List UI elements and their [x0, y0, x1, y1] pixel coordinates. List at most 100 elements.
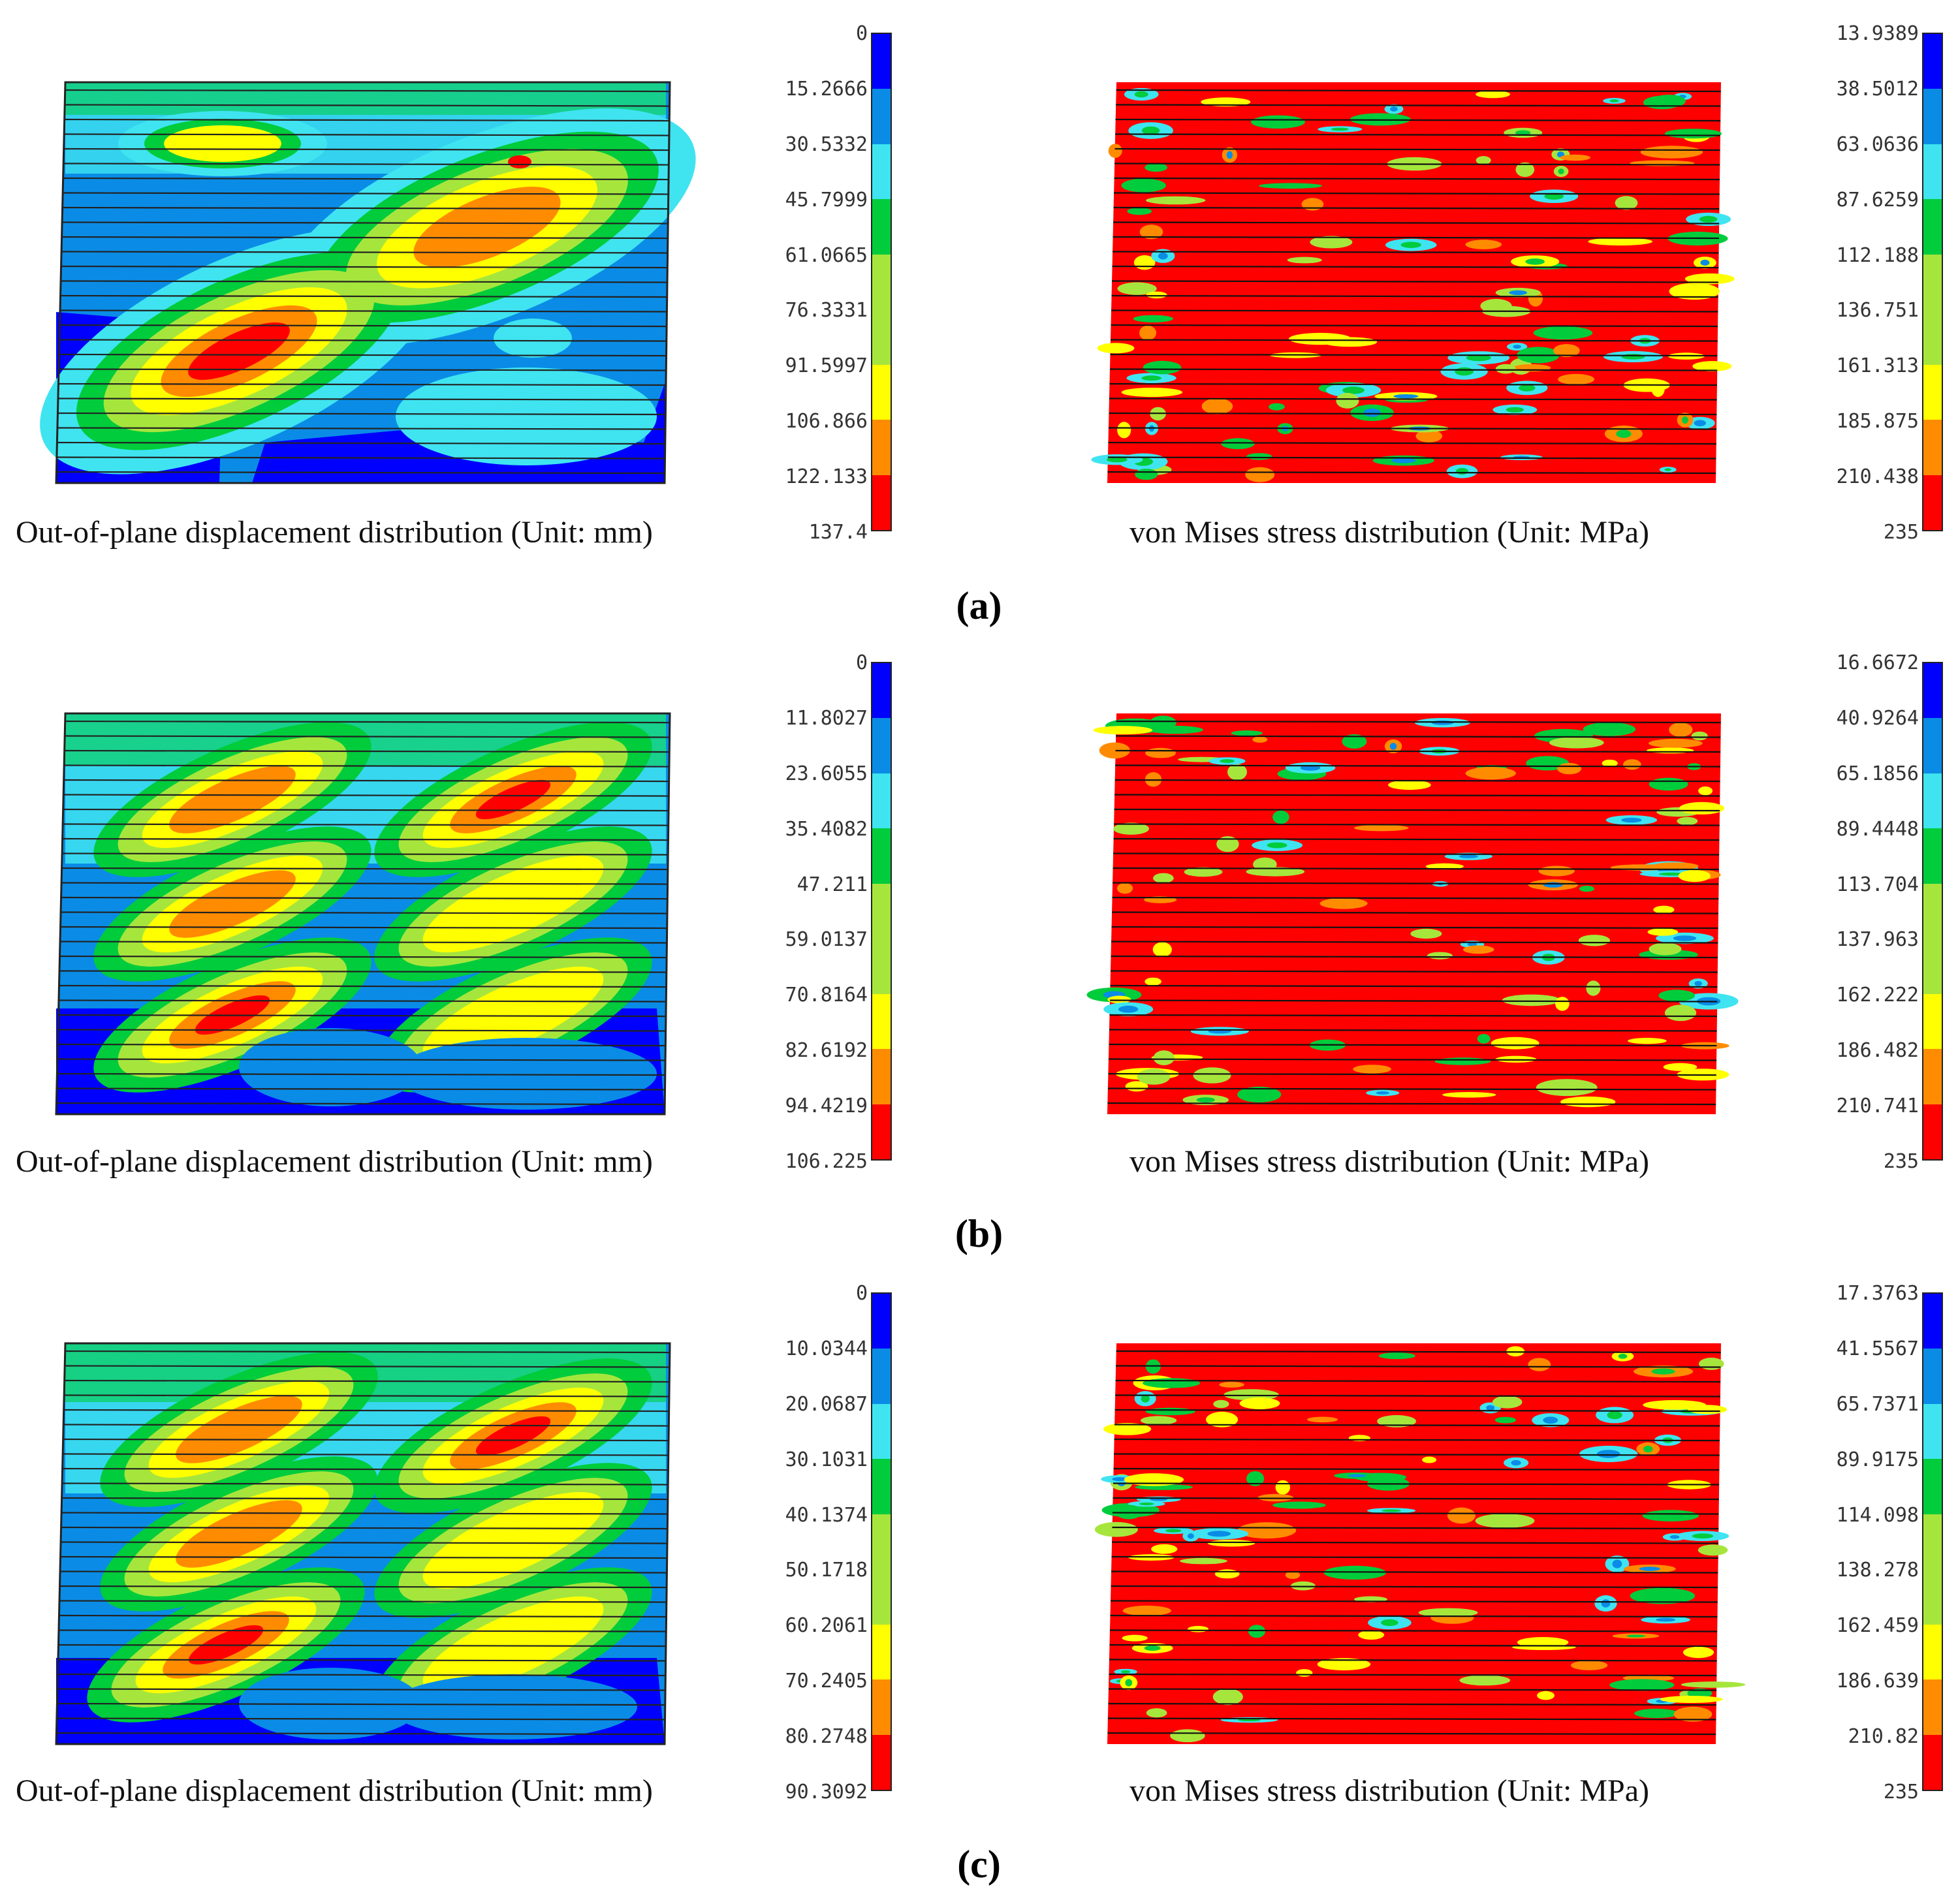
stress-spot — [1649, 777, 1688, 791]
stiffener-line — [1111, 309, 1718, 313]
stress-spot-core — [1390, 106, 1398, 112]
stress-spot-core — [1165, 1529, 1182, 1533]
stress-spot-core — [1618, 1354, 1628, 1359]
stiffener-line — [1115, 749, 1721, 753]
stress-spot — [1141, 1416, 1177, 1425]
displacement-legend-tick: 40.1374 — [785, 1503, 868, 1527]
colorbar-segment — [872, 718, 891, 773]
stress-spot-core — [1158, 252, 1168, 260]
stiffener-line — [65, 1350, 670, 1354]
stress-spot — [1502, 994, 1561, 1007]
stress-spot — [1480, 298, 1512, 313]
stress-spot — [1682, 1646, 1714, 1659]
stiffener-line — [59, 1600, 667, 1603]
stress-spot — [1269, 403, 1285, 411]
stress-spot — [1113, 822, 1149, 835]
stiffener-line — [65, 720, 670, 724]
stress-plot-c — [1094, 1343, 1746, 1744]
colorbar-segment — [872, 1403, 891, 1459]
stiffener-line — [57, 1688, 666, 1691]
colorbar-segment — [872, 1104, 891, 1159]
stiffener-line — [58, 1014, 666, 1018]
displacement-legend-tick: 10.0344 — [785, 1337, 868, 1360]
stress-spot — [1237, 1086, 1282, 1102]
stiffener-line — [57, 1043, 666, 1047]
stress-spot — [1319, 897, 1368, 909]
displacement-legend-tick: 50.1718 — [785, 1559, 868, 1582]
stress-legend-tick: 235 — [1883, 1781, 1919, 1803]
stress-spot — [1143, 1378, 1201, 1388]
stress-spot-core — [1363, 408, 1381, 417]
stress-spot-core — [1141, 126, 1160, 135]
stress-spot-core — [1342, 386, 1365, 394]
stress-spot-core — [1389, 743, 1397, 750]
stress-spot — [1583, 722, 1636, 736]
stress-spot-core — [1544, 193, 1564, 200]
stiffener-line — [1109, 1644, 1717, 1647]
stress-spot — [1307, 1416, 1338, 1423]
stiffener-line — [1115, 764, 1720, 768]
stress-spot-core — [1466, 354, 1491, 362]
stress-spot — [1322, 337, 1378, 347]
stress-spot — [1237, 1522, 1297, 1539]
stiffener-line — [57, 412, 666, 416]
stiffener-line — [60, 926, 667, 929]
stiffener-line — [61, 236, 668, 240]
stiffener-line — [1114, 192, 1720, 195]
stress-spot — [1679, 802, 1725, 815]
stress-spot — [1528, 1358, 1551, 1371]
stiffener-line — [60, 294, 667, 298]
colorbar-segment — [872, 1679, 891, 1735]
displacement-contour-lobe — [169, 766, 296, 834]
stress-spot — [1388, 780, 1431, 790]
stress-spot — [1184, 867, 1223, 877]
displacement-legend-tick: 47.211 — [797, 873, 868, 896]
stiffener-line — [57, 1058, 666, 1061]
colorbar-segment — [872, 254, 891, 310]
stress-spot — [1649, 738, 1703, 748]
stress-spot — [1642, 1510, 1699, 1522]
stress-spot — [1213, 1399, 1229, 1409]
colorbar-segment — [872, 1349, 891, 1404]
stiffener-line — [1107, 1717, 1716, 1721]
stress-spot-core — [1400, 242, 1421, 248]
stiffener-line — [1114, 148, 1720, 151]
displacement-contour-lobe — [422, 1491, 604, 1589]
stress-spot — [1660, 1696, 1723, 1703]
stress-spot-core — [1348, 1474, 1366, 1478]
stress-spot — [1151, 1544, 1178, 1554]
stress-spot — [1492, 1396, 1523, 1409]
stress-spot — [1310, 236, 1353, 249]
stress-spot — [1553, 344, 1580, 358]
stiffener-line — [63, 779, 669, 783]
displacement-legend-tick: 20.0687 — [785, 1392, 868, 1416]
stiffener-line — [58, 368, 667, 371]
stress-spot — [1410, 928, 1442, 939]
stiffener-line — [64, 118, 670, 122]
stress-spot — [1146, 291, 1167, 299]
stiffener-line — [1108, 1058, 1717, 1061]
stress-spot — [1640, 146, 1703, 159]
colorbar-segment — [872, 828, 891, 884]
stiffener-line — [1114, 779, 1720, 783]
stiffener-line — [63, 794, 669, 797]
stress-spot-core — [1643, 1445, 1653, 1453]
stress-spot-core — [1669, 1535, 1680, 1539]
stress-spot — [1258, 183, 1323, 189]
stress-spot — [1570, 1660, 1608, 1670]
stiffener-line — [57, 1072, 665, 1076]
stiffener-line — [1109, 368, 1718, 371]
stress-legend-tick: 65.7371 — [1836, 1392, 1919, 1416]
stiffener-line — [58, 382, 666, 386]
stress-spot — [1579, 886, 1594, 892]
stress-spot-core — [1196, 1097, 1215, 1103]
stiffener-line — [61, 265, 668, 269]
stiffener-line — [65, 735, 670, 738]
stiffener-line — [56, 456, 665, 460]
stiffener-line — [60, 1541, 667, 1544]
stress-legend-tick: 186.639 — [1836, 1670, 1919, 1693]
stiffener-line — [1108, 427, 1717, 430]
stiffener-line — [1109, 1629, 1718, 1632]
stress-spot — [1146, 196, 1206, 205]
stress-spot — [1317, 1658, 1371, 1671]
